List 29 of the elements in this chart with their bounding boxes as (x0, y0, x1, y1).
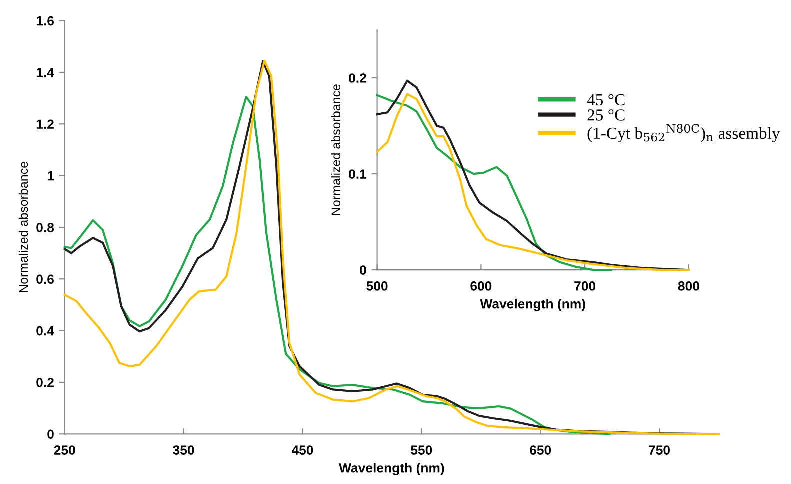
x-axis-title: Wavelength (nm) (339, 463, 444, 476)
y-tick-label: 0.1 (349, 170, 367, 179)
y-tick-label: 0.2 (349, 74, 366, 83)
legend-label: 45 °C (587, 94, 625, 106)
y-tick-label: 0 (360, 266, 366, 275)
x-tick-label: 750 (649, 446, 670, 455)
x-tick-label: 600 (470, 282, 492, 291)
legend-label: 25 °C (588, 110, 625, 121)
x-tick-label: 800 (678, 282, 700, 291)
x-tick-label: 650 (530, 446, 552, 455)
x-tick-label: 700 (574, 282, 596, 291)
y-axis-title: Normalized absorbance (18, 162, 28, 292)
y-tick-label: 0 (48, 430, 54, 440)
y-axis-title: Normalized absorbance (331, 84, 341, 216)
y-tick-label: 1 (48, 172, 54, 181)
x-tick-label: 250 (54, 446, 76, 455)
y-tick-label: 1.6 (36, 16, 54, 26)
y-tick-label: 0.2 (36, 378, 54, 388)
legend-label: (1-Cyt b$_{562}$$^{N80C}$)$_{n}$ assembly (588, 124, 780, 143)
x-tick-label: 350 (173, 446, 194, 455)
y-tick-label: 0.6 (36, 274, 54, 284)
y-tick-label: 0.8 (36, 223, 54, 232)
x-tick-label: 450 (292, 446, 314, 455)
x-tick-label: 550 (411, 446, 432, 455)
y-tick-label: 1.4 (36, 68, 54, 78)
x-tick-label: 500 (366, 282, 388, 291)
x-axis-title: Wavelength (nm) (480, 299, 586, 312)
y-tick-label: 1.2 (36, 120, 54, 129)
y-tick-label: 0.4 (36, 326, 54, 336)
